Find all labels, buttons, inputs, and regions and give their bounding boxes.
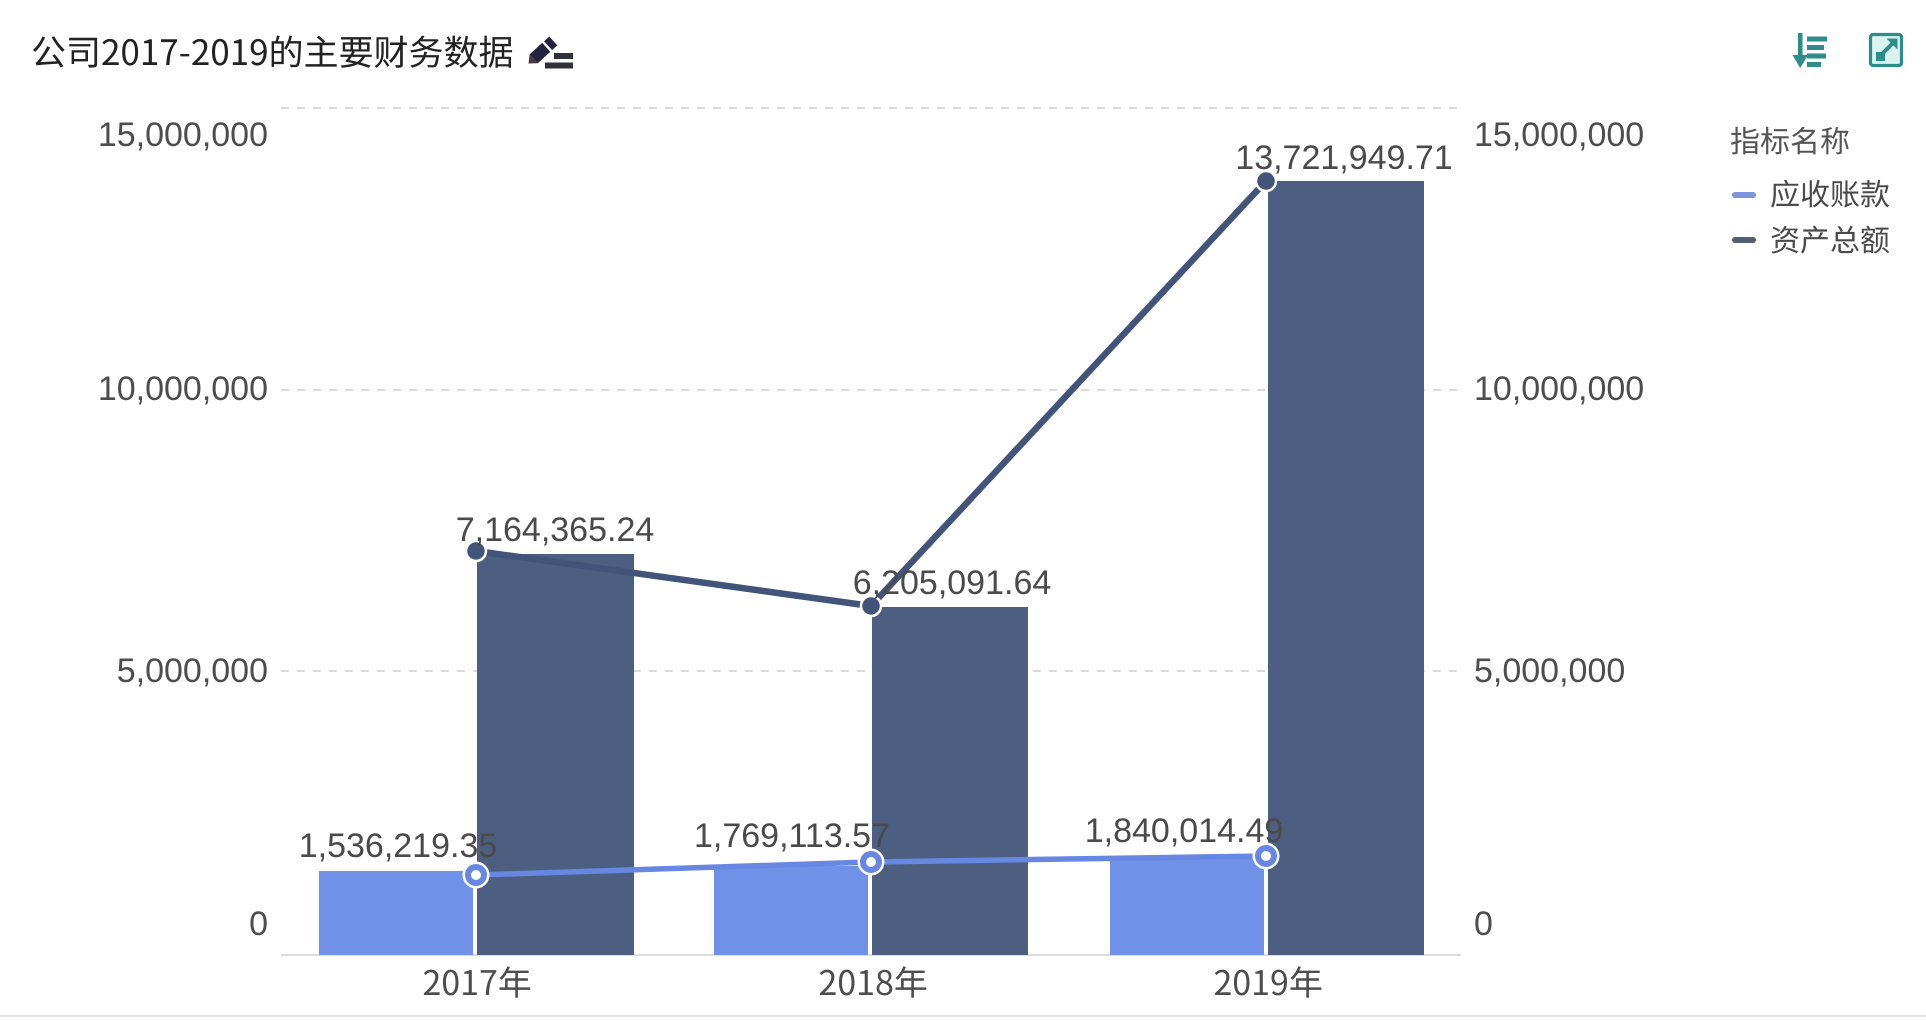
svg-text:13,721,949.71: 13,721,949.71 <box>1235 139 1452 177</box>
svg-text:10,000,000: 10,000,000 <box>98 370 268 408</box>
svg-text:0: 0 <box>1474 905 1493 943</box>
svg-text:1,536,219.35: 1,536,219.35 <box>299 827 498 865</box>
svg-text:0: 0 <box>249 905 268 943</box>
svg-text:15,000,000: 15,000,000 <box>1474 116 1644 154</box>
svg-text:7,164,365.24: 7,164,365.24 <box>456 511 655 549</box>
svg-text:15,000,000: 15,000,000 <box>98 116 268 154</box>
svg-text:10,000,000: 10,000,000 <box>1474 370 1644 408</box>
svg-text:5,000,000: 5,000,000 <box>1474 652 1625 690</box>
svg-text:5,000,000: 5,000,000 <box>117 652 268 690</box>
svg-text:1,769,113.57: 1,769,113.57 <box>694 817 890 855</box>
svg-text:6,205,091.64: 6,205,091.64 <box>853 564 1052 602</box>
svg-text:1,840,014.49: 1,840,014.49 <box>1085 812 1284 850</box>
